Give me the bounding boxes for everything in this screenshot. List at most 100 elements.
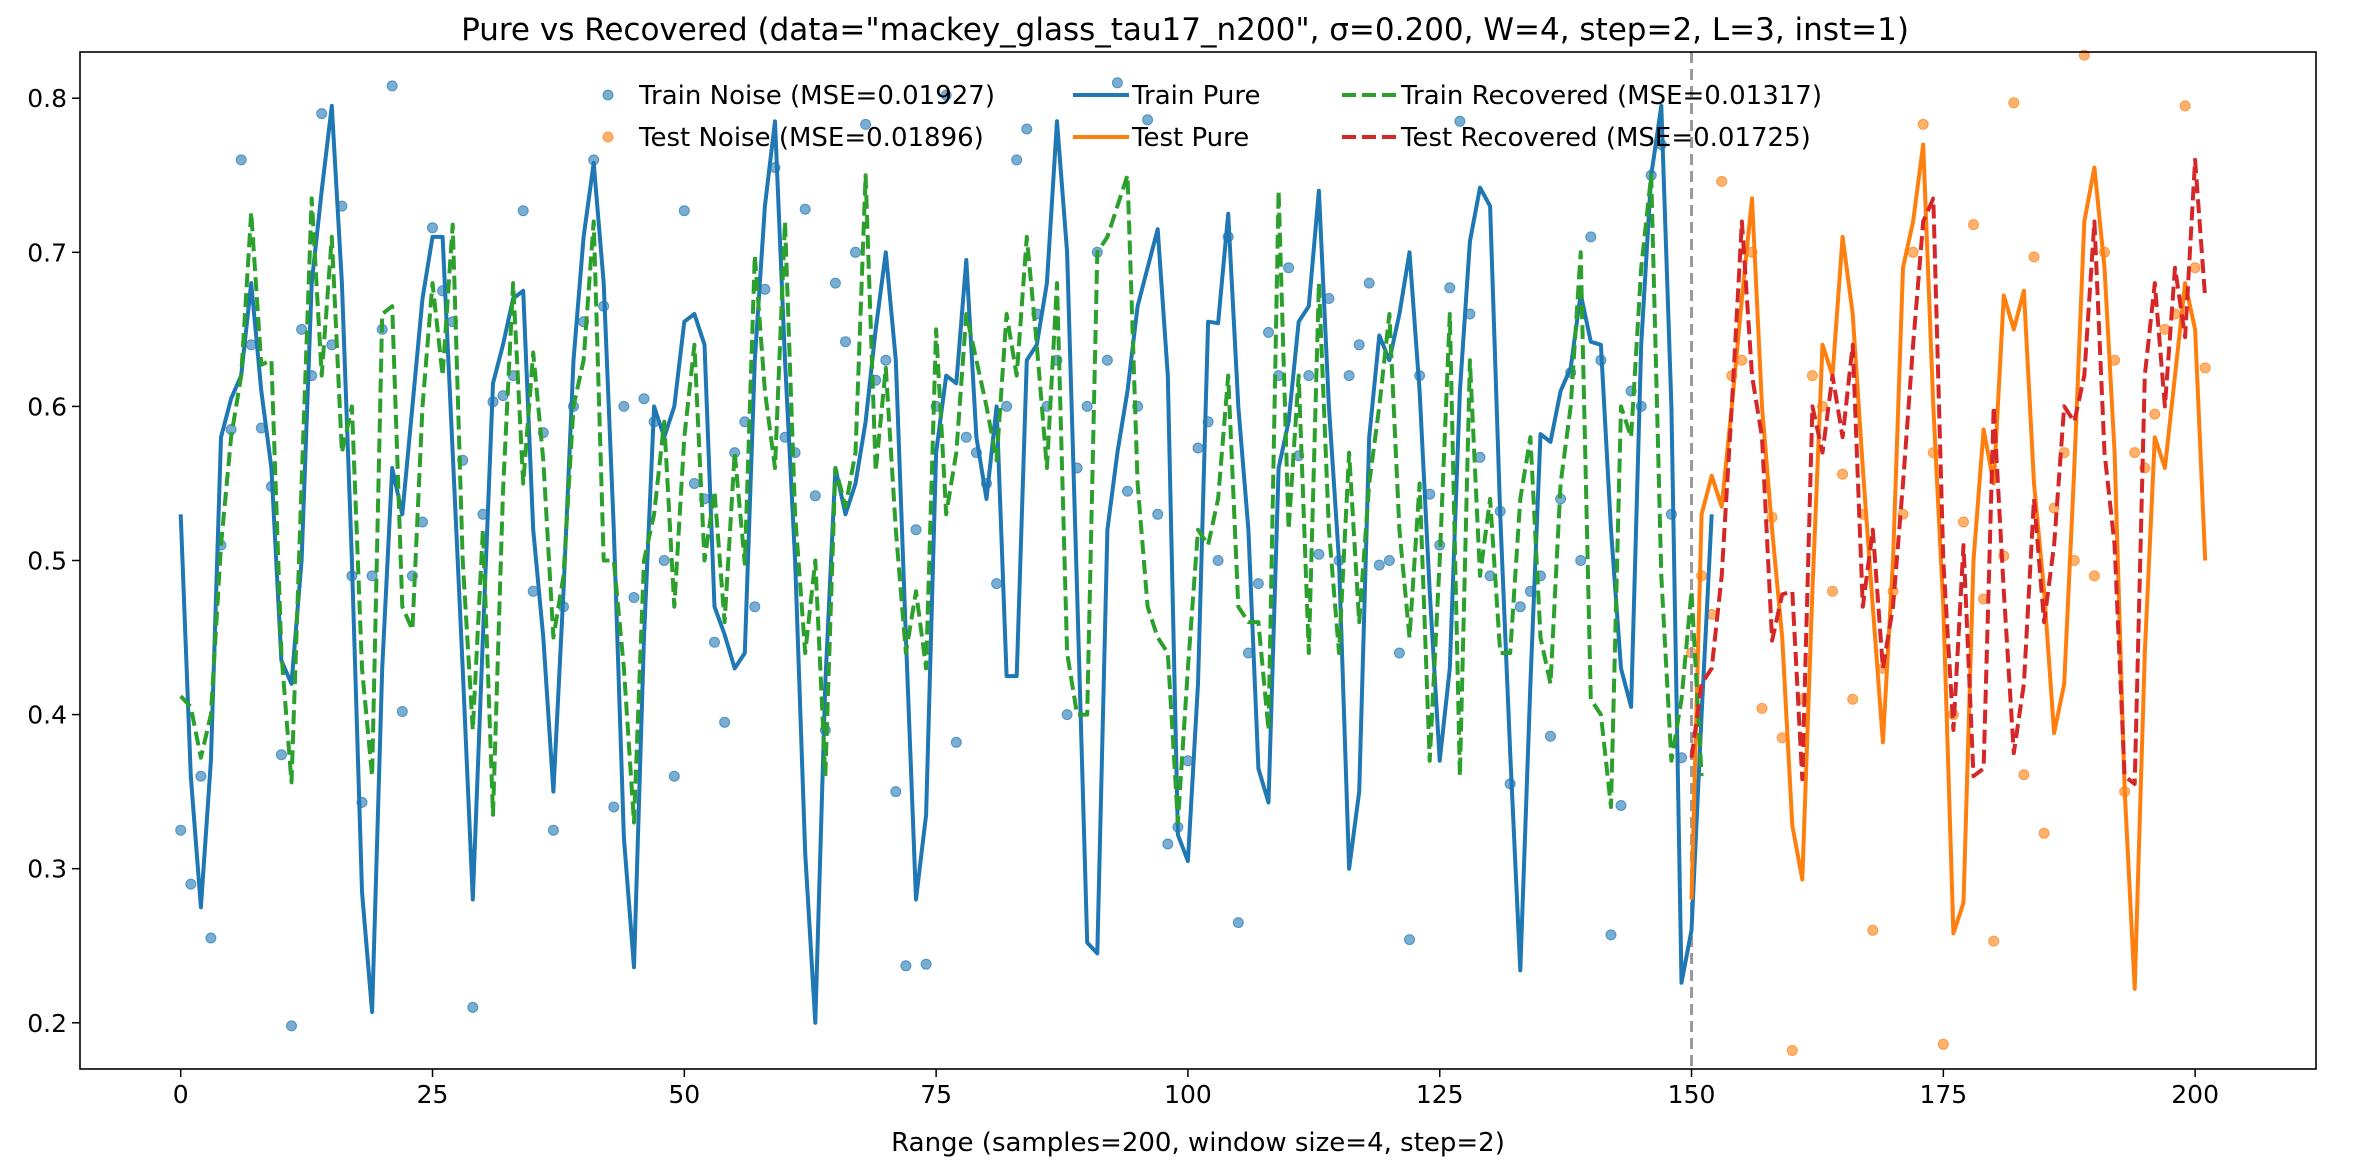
plot-area xyxy=(175,49,2211,1069)
legend-item-test-pure: Test Pure xyxy=(1073,123,1249,153)
legend-label: Test Pure xyxy=(1131,123,1249,153)
train-noise-point xyxy=(890,786,902,798)
test-noise-point xyxy=(2038,827,2050,839)
test-noise-point xyxy=(2179,100,2191,112)
train-noise-point xyxy=(1373,559,1385,571)
test-noise-point xyxy=(1867,924,1879,936)
x-tick-label: 100 xyxy=(1164,1080,1212,1109)
legend-item-test-noise: Test Noise (MSE=0.01896) xyxy=(602,123,984,153)
legend-label: Test Recovered (MSE=0.01725) xyxy=(1400,123,1811,153)
train-noise-point xyxy=(1363,277,1375,289)
train-noise-point xyxy=(940,89,952,101)
x-tick-label: 50 xyxy=(668,1080,700,1109)
test-noise-point xyxy=(2018,769,2030,781)
test-noise-point xyxy=(2199,362,2211,374)
train-noise-point xyxy=(900,960,912,972)
train-noise-point xyxy=(517,205,529,217)
test-noise-point xyxy=(1917,118,1929,130)
train-noise-point xyxy=(547,824,559,836)
train-noise-point xyxy=(316,108,328,120)
train-noise-point xyxy=(1192,442,1204,454)
test-noise-point xyxy=(2129,447,2141,459)
test-noise-point xyxy=(1837,468,1849,480)
train-noise-point xyxy=(910,524,922,536)
train-noise-point xyxy=(1021,123,1033,135)
train-noise-point xyxy=(1404,934,1415,946)
train-noise-point xyxy=(1514,601,1526,613)
train-recovered-line xyxy=(179,173,1704,825)
y-axis: 0.2 0.3 0.4 0.5 0.6 0.7 0.8 xyxy=(27,84,80,1038)
train-noise-point xyxy=(829,277,841,289)
train-noise-point xyxy=(1283,262,1295,274)
train-noise-point xyxy=(638,393,650,405)
train-noise-point xyxy=(1232,917,1244,929)
train-noise-point xyxy=(1585,231,1597,243)
train-noise-point xyxy=(1011,154,1023,166)
legend-marker xyxy=(602,131,614,143)
test-noise-point xyxy=(1786,1045,1798,1056)
train-noise-point xyxy=(185,878,197,890)
train-noise-point xyxy=(840,336,851,348)
train-noise-point xyxy=(386,80,398,92)
x-axis: 0 25 50 75 100 125 150 175 200 xyxy=(173,1069,2219,1109)
train-noise-point xyxy=(1383,555,1395,566)
x-tick-label: 150 xyxy=(1668,1080,1716,1109)
test-noise-point xyxy=(1968,219,1979,231)
train-noise-point xyxy=(175,824,187,836)
train-noise-point xyxy=(618,400,630,412)
train-noise-point xyxy=(296,323,308,335)
legend-marker xyxy=(602,89,614,101)
train-noise-point xyxy=(799,203,811,215)
train-noise-point xyxy=(286,1020,297,1032)
test-noise-point xyxy=(2149,408,2161,420)
train-noise-point xyxy=(1615,800,1627,811)
train-noise-point xyxy=(749,601,761,613)
train-noise-point xyxy=(809,490,821,502)
train-noise-point xyxy=(1101,354,1113,366)
train-noise-point xyxy=(1605,929,1617,941)
train-noise-point xyxy=(991,578,1003,590)
legend: Train Noise (MSE=0.01927) Test Noise (MSE… xyxy=(602,81,1822,153)
train-noise-point xyxy=(1343,370,1355,382)
y-tick-label: 0.5 xyxy=(27,547,67,576)
test-noise-point xyxy=(1907,246,1919,258)
train-noise-point xyxy=(366,570,378,582)
train-noise-point xyxy=(850,246,861,258)
train-noise-point xyxy=(467,1001,479,1013)
train-noise-point xyxy=(275,749,287,761)
train-noise-point xyxy=(1353,339,1365,351)
train-noise-point xyxy=(1212,555,1224,566)
test-noise-point xyxy=(1716,175,1728,187)
train-noise-point xyxy=(1001,400,1013,412)
train-noise-point xyxy=(658,555,670,566)
train-noise-point xyxy=(1303,370,1315,382)
train-noise-point xyxy=(628,592,640,603)
y-tick-label: 0.6 xyxy=(27,392,67,421)
train-noise-point xyxy=(195,770,207,782)
train-noise-point xyxy=(668,770,680,782)
train-noise-point xyxy=(1182,755,1194,767)
train-noise-point xyxy=(950,736,962,748)
train-noise-point xyxy=(920,958,932,970)
x-tick-label: 25 xyxy=(417,1080,449,1109)
x-tick-label: 175 xyxy=(1919,1080,1967,1109)
x-tick-label: 75 xyxy=(920,1080,952,1109)
train-noise-point xyxy=(1122,485,1133,497)
x-tick-label: 125 xyxy=(1416,1080,1464,1109)
test-noise-point xyxy=(1756,702,1768,714)
train-noise-point xyxy=(1263,326,1274,338)
x-axis-label: Range (samples=200, window size=4, step=… xyxy=(891,1128,1505,1158)
legend-label: Test Noise (MSE=0.01896) xyxy=(638,123,984,153)
legend-item-train-pure: Train Pure xyxy=(1073,81,1260,111)
train-noise-point xyxy=(235,154,247,166)
train-noise-point xyxy=(1081,400,1093,412)
train-pure-line xyxy=(178,103,1714,1025)
y-tick-label: 0.4 xyxy=(27,701,67,730)
y-tick-label: 0.2 xyxy=(27,1009,67,1038)
train-noise-point xyxy=(1111,77,1123,89)
test-noise-point xyxy=(1847,693,1859,705)
train-noise-point xyxy=(1545,730,1556,742)
test-noise-point xyxy=(1937,1038,1949,1050)
train-noise-point xyxy=(1252,578,1264,590)
